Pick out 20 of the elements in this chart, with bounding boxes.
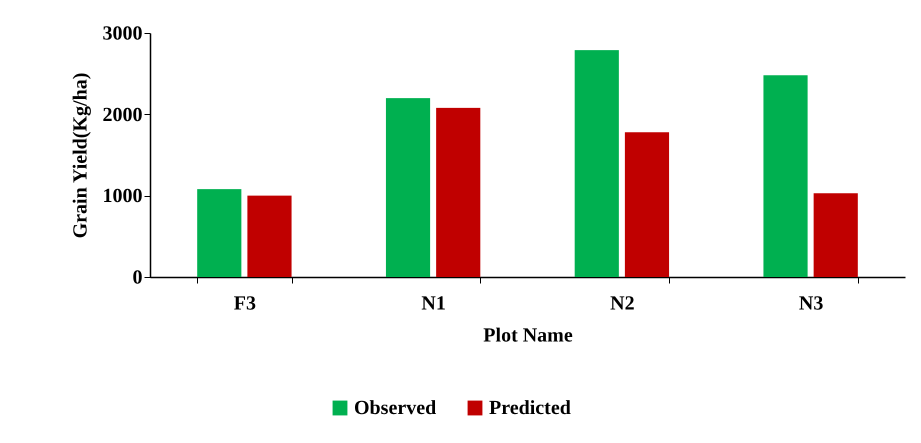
- y-axis-title: Grain Yield(Kg/ha): [70, 72, 92, 238]
- x-axis-title: Plot Name: [483, 324, 573, 346]
- x-tick-label: N3: [798, 292, 824, 314]
- bar: [574, 50, 619, 277]
- bar: [247, 196, 292, 277]
- legend-label: Observed: [354, 397, 436, 419]
- x-tick-label: F3: [234, 292, 256, 314]
- y-tick-label: 1000: [102, 185, 142, 208]
- bar: [386, 98, 430, 277]
- bar: [763, 75, 808, 277]
- x-tick-label: N2: [610, 292, 635, 314]
- legend-label: Predicted: [489, 397, 571, 419]
- bar: [197, 189, 242, 277]
- y-tick-label: 0: [132, 266, 142, 288]
- bar: [624, 132, 670, 277]
- y-tick-label: 3000: [102, 22, 142, 44]
- bar: [814, 193, 858, 277]
- x-tick-label: N1: [421, 292, 446, 314]
- y-tick-label: 2000: [102, 104, 142, 126]
- bar: [436, 108, 480, 277]
